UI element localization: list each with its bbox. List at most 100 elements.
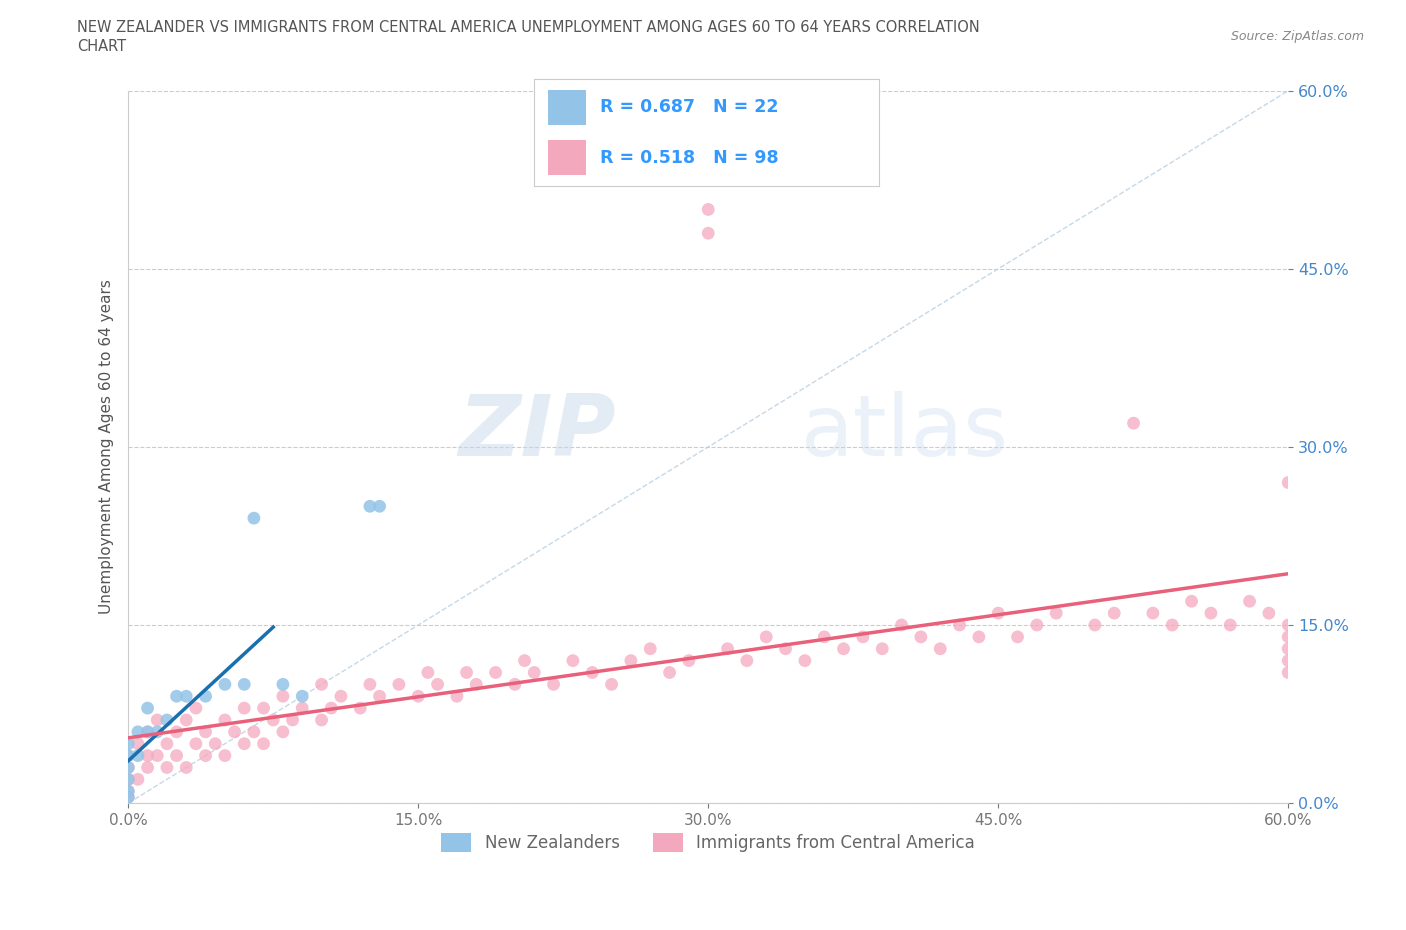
Point [1277,642,1299,657]
Point [156,737,179,751]
Point [543,677,565,692]
Text: R = 0.518   N = 98: R = 0.518 N = 98 [600,149,779,166]
Point [311,712,333,727]
Point [484,665,506,680]
Point [291,700,314,715]
Point [117,772,139,787]
Point [426,677,449,692]
Point [1161,618,1184,632]
Point [127,748,149,763]
Point [793,653,815,668]
Point [406,689,429,704]
Point [321,700,343,715]
Point [503,677,526,692]
Point [136,760,159,775]
Point [349,700,371,715]
Point [1102,605,1125,620]
Point [271,677,294,692]
Point [224,724,246,739]
Point [1277,653,1299,668]
Point [561,653,583,668]
Point [359,498,381,513]
Point [194,724,217,739]
Point [987,605,1010,620]
Point [1084,618,1107,632]
Point [252,700,274,715]
Point [775,642,797,657]
Point [117,748,139,763]
Text: NEW ZEALANDER VS IMMIGRANTS FROM CENTRAL AMERICA UNEMPLOYMENT AMONG AGES 60 TO 6: NEW ZEALANDER VS IMMIGRANTS FROM CENTRAL… [77,20,980,35]
Point [117,784,139,799]
Point [658,665,681,680]
Point [388,677,411,692]
Point [117,790,139,804]
Bar [548,90,586,125]
Point [697,226,720,241]
Point [1045,605,1067,620]
Text: ZIP: ZIP [458,392,616,474]
Point [1180,594,1202,609]
Point [600,677,623,692]
Point [1277,618,1299,632]
Point [465,677,488,692]
Point [513,653,536,668]
Point [638,642,661,657]
Point [214,677,236,692]
Point [368,498,391,513]
Point [620,653,643,668]
Point [117,737,139,751]
Point [117,760,139,775]
Point [446,689,468,704]
Point [117,790,139,804]
Point [1122,416,1144,431]
Text: R = 0.687   N = 22: R = 0.687 N = 22 [600,99,779,116]
Point [1277,475,1299,490]
Point [271,689,294,704]
Point [146,748,169,763]
Point [127,772,149,787]
Point [832,642,855,657]
Point [1277,630,1299,644]
Point [184,700,207,715]
Point [813,630,835,644]
Point [252,737,274,751]
Point [174,760,197,775]
Point [146,724,169,739]
Point [174,712,197,727]
Point [194,748,217,763]
Point [184,737,207,751]
Point [243,511,266,525]
Point [166,724,188,739]
Point [233,700,256,715]
Point [243,724,266,739]
Point [214,712,236,727]
Point [233,677,256,692]
Point [581,665,603,680]
Point [1007,630,1029,644]
Point [291,689,314,704]
Point [368,689,391,704]
Point [233,737,256,751]
Point [117,760,139,775]
Point [1199,605,1222,620]
Point [127,737,149,751]
Point [1142,605,1164,620]
Point [697,202,720,217]
Point [174,689,197,704]
Point [523,665,546,680]
Point [214,748,236,763]
Point [166,748,188,763]
Point [456,665,478,680]
Point [262,712,284,727]
Legend: New Zealanders, Immigrants from Central America: New Zealanders, Immigrants from Central … [434,826,981,859]
Point [735,653,758,668]
Point [156,712,179,727]
Point [948,618,970,632]
Point [136,724,159,739]
Text: CHART: CHART [77,39,127,54]
Point [281,712,304,727]
Point [967,630,990,644]
Point [117,784,139,799]
Point [156,760,179,775]
Point [146,712,169,727]
